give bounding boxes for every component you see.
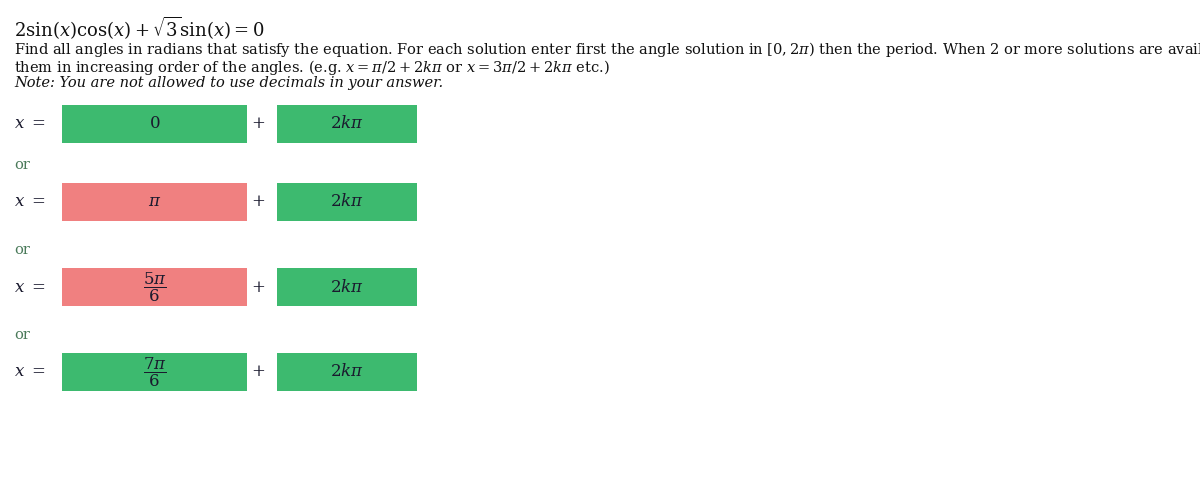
Text: Note: You are not allowed to use decimals in your answer.: Note: You are not allowed to use decimal… [14, 76, 443, 90]
Text: $2\sin(x)\cos(x) + \sqrt{3}\sin(x) = 0$: $2\sin(x)\cos(x) + \sqrt{3}\sin(x) = 0$ [14, 14, 264, 41]
Text: or: or [14, 158, 30, 172]
Text: or: or [14, 328, 30, 342]
Text: $2k\pi$: $2k\pi$ [330, 279, 364, 295]
Text: $2k\pi$: $2k\pi$ [330, 116, 364, 132]
Text: $+$: $+$ [251, 116, 265, 132]
Bar [62, 183, 247, 221]
Text: $+$: $+$ [251, 194, 265, 210]
Text: $x\ =$: $x\ =$ [14, 364, 46, 380]
Bar [62, 353, 247, 391]
Bar [277, 183, 418, 221]
Text: them in increasing order of the angles. (e.g. $x = \pi/2 + 2k\pi$ or $x = 3\pi/2: them in increasing order of the angles. … [14, 58, 610, 77]
Text: $x\ =$: $x\ =$ [14, 116, 46, 132]
Text: $+$: $+$ [251, 364, 265, 380]
Text: $x\ =$: $x\ =$ [14, 279, 46, 295]
Bar [277, 105, 418, 143]
Bar [62, 268, 247, 306]
Text: or: or [14, 243, 30, 257]
Bar [277, 268, 418, 306]
Bar [62, 105, 247, 143]
Text: $+$: $+$ [251, 279, 265, 295]
Text: $\dfrac{7\pi}{6}$: $\dfrac{7\pi}{6}$ [143, 355, 167, 389]
Text: Find all angles in radians that satisfy the equation. For each solution enter fi: Find all angles in radians that satisfy … [14, 40, 1200, 59]
Text: $\dfrac{5\pi}{6}$: $\dfrac{5\pi}{6}$ [143, 270, 167, 304]
Text: $2k\pi$: $2k\pi$ [330, 364, 364, 380]
Text: $\pi$: $\pi$ [148, 194, 161, 210]
Text: $2k\pi$: $2k\pi$ [330, 194, 364, 210]
Text: $0$: $0$ [149, 116, 161, 132]
Bar [277, 353, 418, 391]
Text: $x\ =$: $x\ =$ [14, 194, 46, 210]
